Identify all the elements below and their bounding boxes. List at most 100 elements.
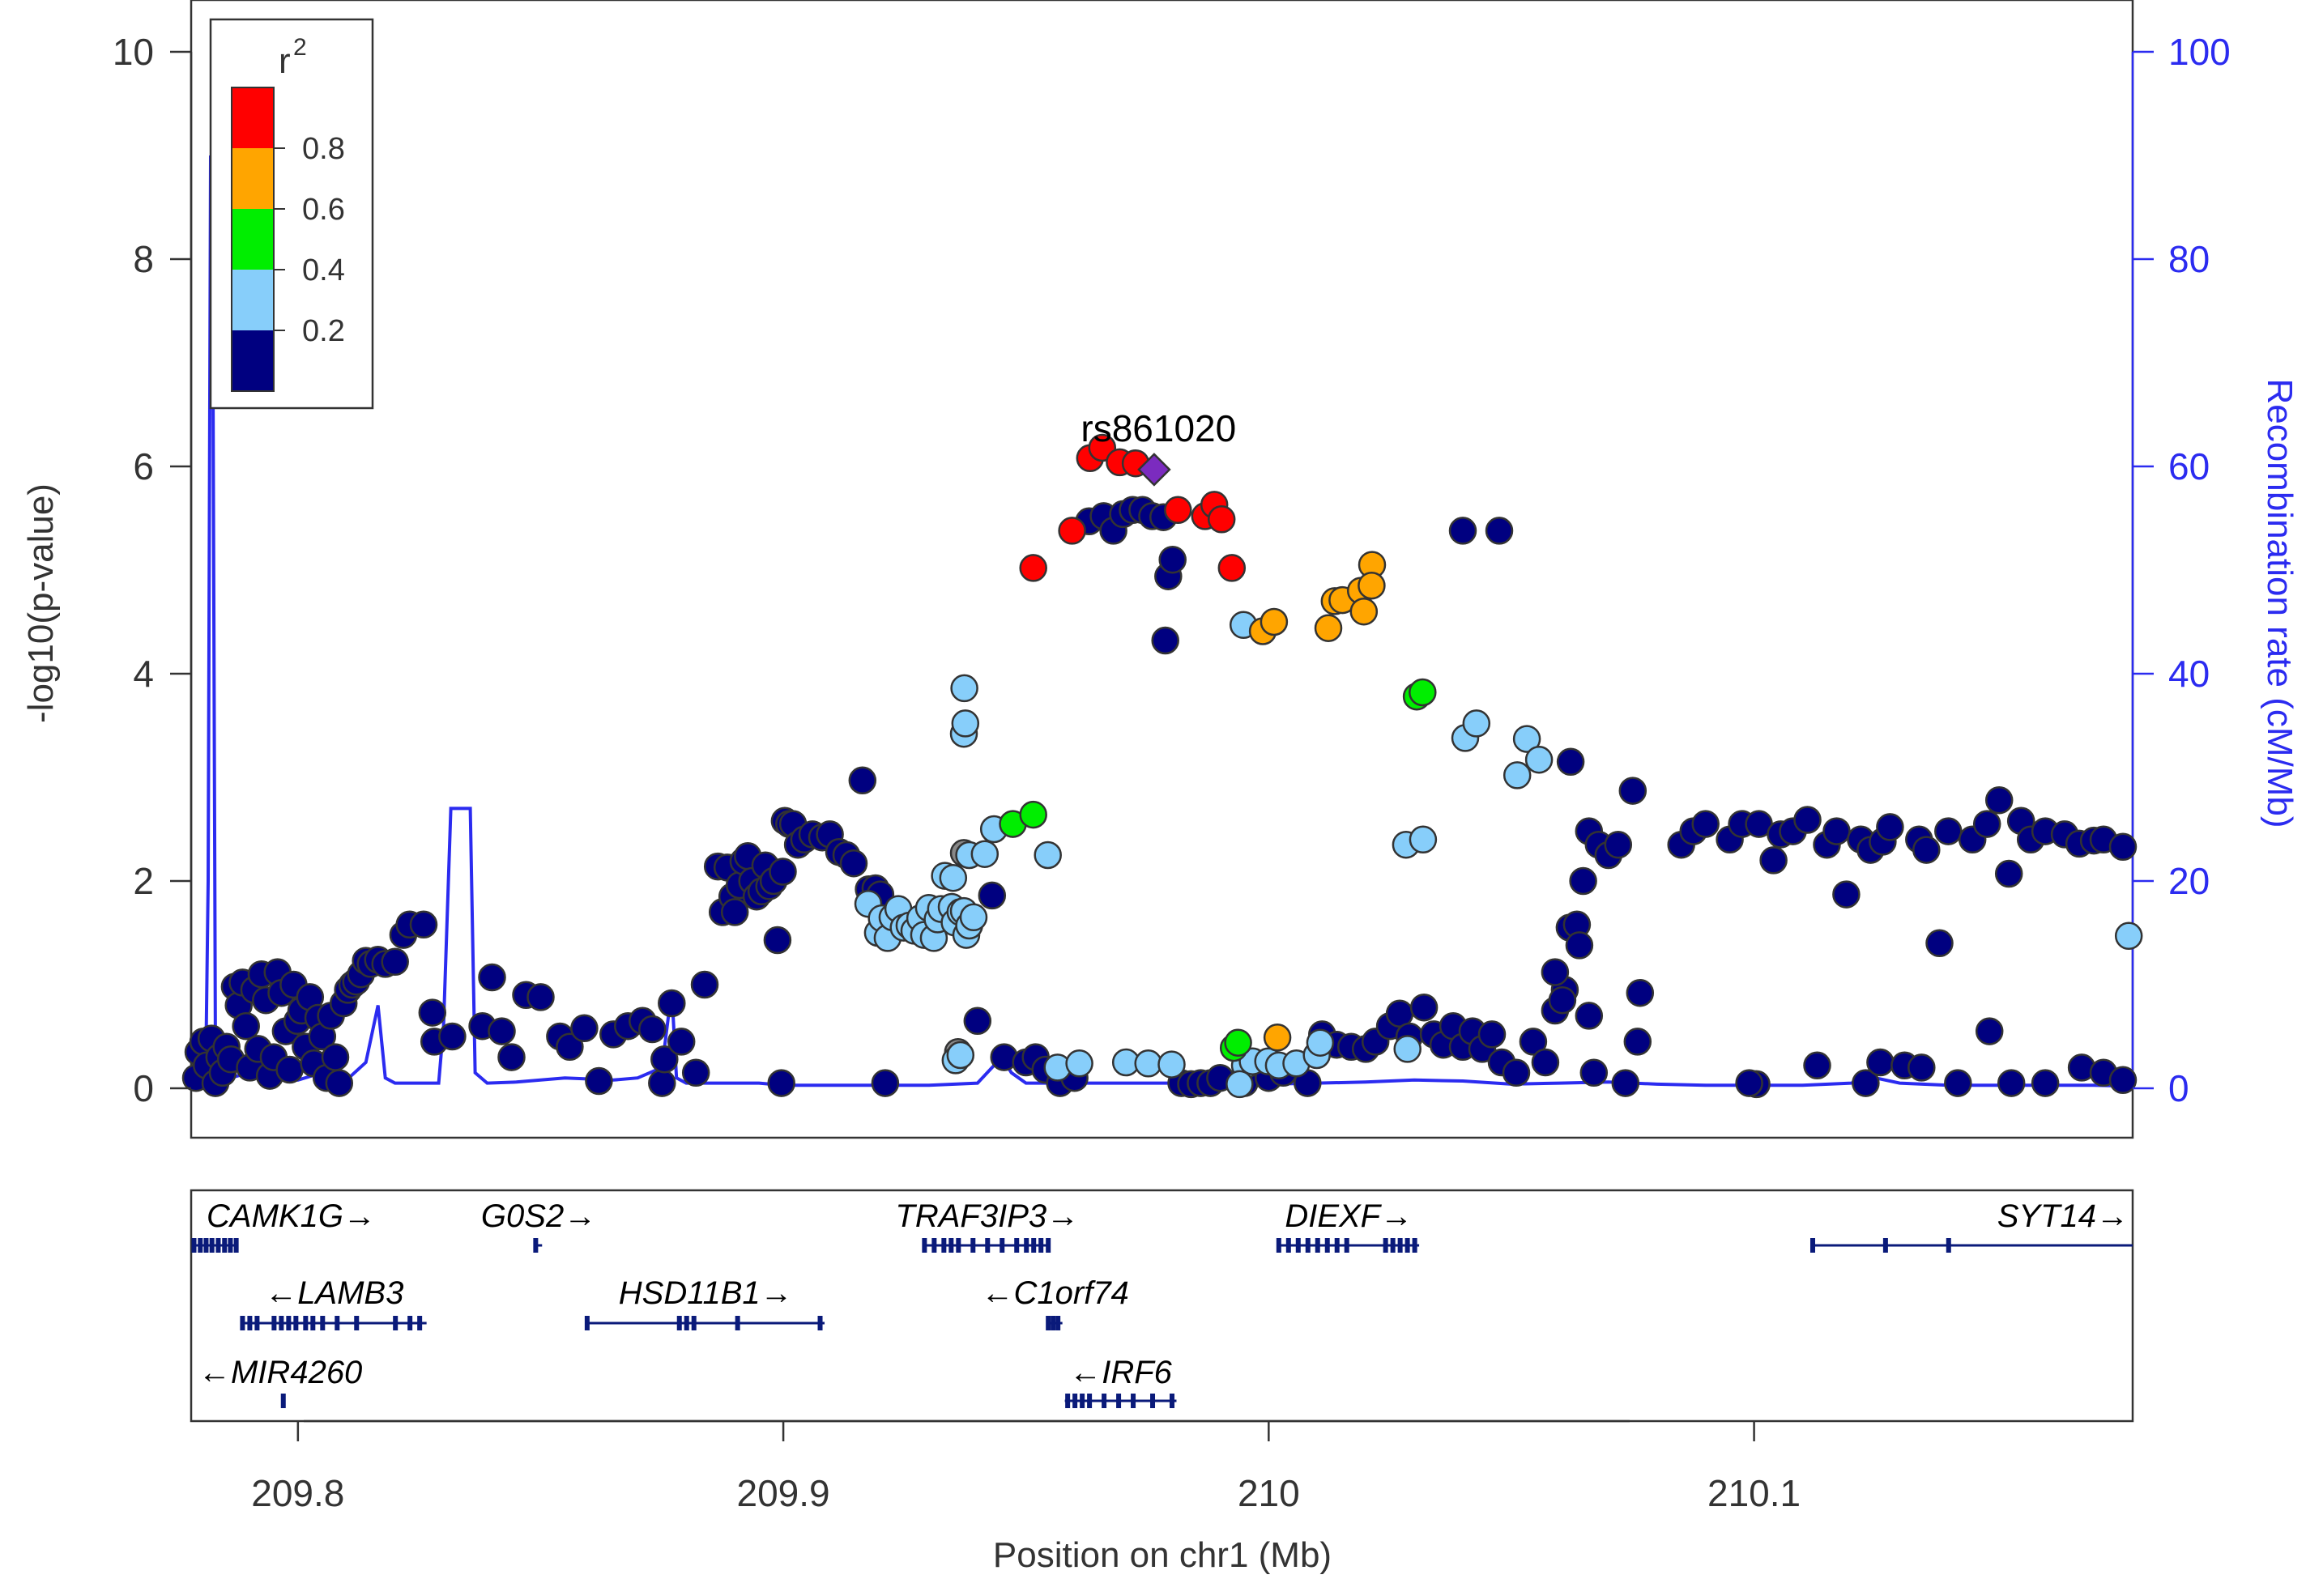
snp-point[interactable] [1997,1069,2026,1097]
snp-point[interactable] [1157,1050,1186,1079]
snp-point[interactable] [2108,1066,2138,1095]
snp-point[interactable] [321,1043,350,1071]
snp-point[interactable] [1852,1069,1880,1097]
snp-point[interactable] [681,1058,710,1087]
snp-point[interactable] [1485,517,1514,545]
snp-point[interactable] [1019,554,1047,582]
lead-snp-marker[interactable] [1137,453,1171,487]
snp-point[interactable] [1994,859,2023,888]
gene-hsd11b1[interactable]: HSD11B1→ [584,1275,825,1330]
snp-point[interactable] [438,1022,467,1051]
snp-point[interactable] [839,849,868,878]
snp-point[interactable] [1604,830,1633,859]
snp-point[interactable] [1531,1048,1560,1077]
snp-point[interactable] [1158,545,1187,574]
snp-point[interactable] [871,1069,900,1097]
snp-point[interactable] [232,1011,260,1041]
snp-point[interactable] [767,1069,795,1097]
snp-point[interactable] [720,898,749,926]
snp-point[interactable] [1448,517,1477,545]
snp-point[interactable] [1691,810,1720,838]
gene-camk1g[interactable]: CAMK1G→ [191,1198,376,1253]
snp-point[interactable] [1822,817,1851,845]
gene-lamb3[interactable]: ←LAMB3 [240,1275,427,1330]
snp-point[interactable] [1925,929,1954,958]
snp-point[interactable] [1972,810,2001,838]
snp-point[interactable] [1623,1028,1652,1056]
snp-point[interactable] [1944,1069,1972,1097]
snp-point[interactable] [769,858,797,886]
snp-point[interactable] [1803,1051,1831,1080]
snp-point[interactable] [1975,1017,2004,1045]
snp-point[interactable] [1314,614,1343,642]
snp-point[interactable] [1907,1053,1936,1082]
snp-point[interactable] [418,998,447,1027]
snp-point[interactable] [1735,1069,1763,1097]
snp-point[interactable] [1984,785,2014,815]
snp-point[interactable] [648,1069,676,1097]
snp-point[interactable] [690,970,719,999]
gene-irf6[interactable]: ←IRF6 [1064,1355,1177,1408]
snp-point[interactable] [1134,1049,1162,1078]
snp-point[interactable] [1832,880,1861,909]
snp-point[interactable] [325,1069,354,1097]
snp-point[interactable] [1579,1058,1609,1087]
snp-point[interactable] [2114,921,2143,951]
snp-point[interactable] [1569,866,1597,896]
snp-point[interactable] [848,766,877,795]
gene-c1orf74[interactable]: ←C1orf74 [982,1275,1129,1330]
snp-point[interactable] [1519,1028,1548,1056]
snp-point[interactable] [978,881,1007,910]
snp-point[interactable] [1512,725,1541,753]
gene-traf3ip3[interactable]: TRAF3IP3→ [895,1198,1079,1253]
snp-point[interactable] [409,910,438,939]
snp-point[interactable] [526,983,555,1011]
snp-point[interactable] [1409,993,1439,1022]
snp-point[interactable] [658,989,686,1018]
snp-point[interactable] [2031,1069,2060,1097]
snp-point[interactable] [556,1032,584,1062]
snp-point[interactable] [650,1045,679,1074]
snp-point[interactable] [1611,1069,1640,1097]
snp-point[interactable] [1866,1048,1895,1077]
snp-point[interactable] [1151,626,1179,655]
gene-mir4260[interactable]: ←MIR4260 [198,1355,362,1408]
snp-point[interactable] [1164,496,1192,525]
snp-point[interactable] [488,1017,516,1045]
snp-point[interactable] [1034,841,1062,870]
snp-point[interactable] [1263,1024,1292,1052]
snp-point[interactable] [1876,813,1904,841]
snp-point[interactable] [1934,817,1963,845]
snp-point[interactable] [1548,985,1577,1015]
snp-point[interactable] [946,1041,975,1070]
snp-point[interactable] [1224,1028,1252,1057]
snp-point[interactable] [1502,1058,1531,1087]
snp-point[interactable] [275,1055,304,1084]
snp-point[interactable] [1349,597,1379,626]
snp-point[interactable] [1260,607,1289,636]
snp-point[interactable] [1393,1035,1422,1063]
snp-point[interactable] [1565,931,1594,960]
snp-point[interactable] [1207,505,1236,534]
gene-diexf[interactable]: DIEXF→ [1276,1198,1420,1253]
snp-point[interactable] [1503,761,1532,789]
gene-g0s2[interactable]: G0S2→ [481,1198,596,1253]
snp-point[interactable] [939,863,968,892]
snp-point[interactable] [970,840,1000,868]
snp-point[interactable] [1217,554,1247,582]
snp-point[interactable] [381,947,409,977]
snp-point[interactable] [585,1066,613,1096]
snp-point[interactable] [1541,958,1570,986]
snp-point[interactable] [638,1015,667,1044]
snp-point[interactable] [1065,1049,1093,1078]
snp-point[interactable] [1759,846,1788,875]
snp-point[interactable] [763,926,792,955]
snp-point[interactable] [1556,747,1585,777]
snp-point[interactable] [570,1014,599,1043]
snp-point[interactable] [1912,836,1941,864]
snp-point[interactable] [951,709,980,738]
snp-point[interactable] [2108,832,2138,862]
gene-syt14[interactable]: SYT14→ [1809,1198,2133,1253]
snp-point[interactable] [478,963,506,992]
snp-point[interactable] [1524,745,1554,774]
